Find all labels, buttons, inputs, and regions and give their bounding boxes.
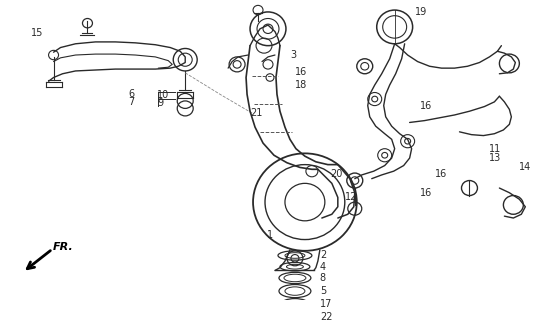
Text: 7: 7 [129, 97, 134, 107]
Text: 6: 6 [129, 89, 134, 100]
Text: 12: 12 [345, 192, 357, 203]
Text: 4: 4 [320, 262, 326, 272]
Text: 8: 8 [320, 273, 326, 283]
Text: 14: 14 [519, 163, 532, 172]
Text: 13: 13 [490, 153, 501, 163]
Text: 16: 16 [435, 169, 447, 179]
Text: 17: 17 [320, 299, 332, 309]
Text: 16: 16 [420, 188, 432, 198]
Text: 11: 11 [490, 144, 501, 154]
Text: 15: 15 [31, 28, 43, 38]
Text: 2: 2 [320, 251, 326, 260]
Text: 22: 22 [320, 312, 332, 320]
Text: 10: 10 [157, 90, 169, 100]
Text: 19: 19 [415, 7, 427, 17]
Text: 16: 16 [295, 67, 307, 77]
Text: 20: 20 [330, 169, 342, 179]
Text: 16: 16 [420, 100, 432, 111]
Text: 18: 18 [295, 80, 307, 90]
Text: FR.: FR. [53, 242, 73, 252]
Text: 9: 9 [157, 98, 164, 108]
Text: 21: 21 [250, 108, 263, 118]
Text: 5: 5 [320, 286, 326, 296]
Text: 1: 1 [267, 230, 273, 240]
Text: 3: 3 [290, 50, 296, 60]
